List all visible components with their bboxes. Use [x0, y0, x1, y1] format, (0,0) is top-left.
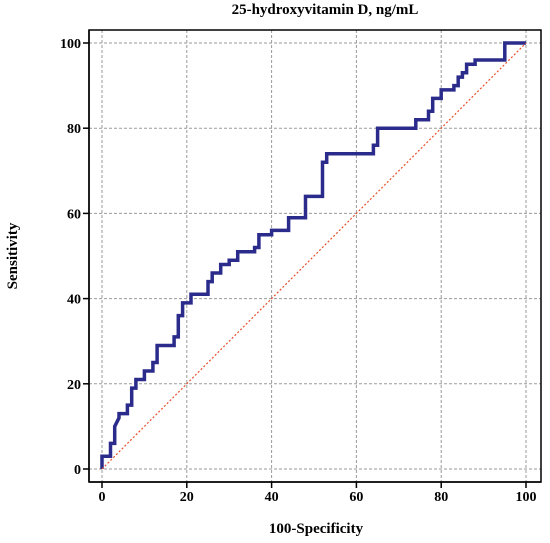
x-axis-label: 100-Specificity [269, 521, 364, 537]
x-tick-label: 40 [265, 490, 279, 505]
series-layer [100, 41, 527, 470]
y-tick-label: 20 [67, 378, 81, 393]
axes: 0 20 40 60 80 100 0 20 40 60 80 100 [60, 30, 541, 505]
x-tick-label: 20 [180, 490, 194, 505]
reference-diagonal-line [101, 42, 527, 470]
chart-title: 25-hydroxyvitamin D, ng/mL [232, 2, 419, 18]
y-tick-label: 60 [67, 207, 81, 222]
y-tick-label: 80 [67, 122, 81, 137]
x-tick-label: 0 [99, 490, 106, 505]
grid-lines [89, 30, 541, 482]
y-tick-label: 40 [67, 293, 81, 308]
roc-curve-line [100, 41, 526, 469]
x-tick-label: 80 [434, 490, 448, 505]
y-tick-label: 100 [60, 37, 81, 52]
x-tick-label: 60 [349, 490, 363, 505]
x-tick-label: 100 [516, 490, 537, 505]
y-axis-label: Sensitivity [5, 222, 21, 289]
y-tick-label: 0 [74, 463, 81, 478]
